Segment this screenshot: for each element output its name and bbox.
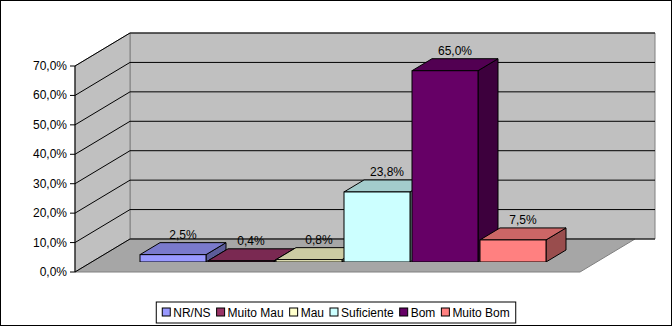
grid-line — [75, 62, 655, 95]
bar-front — [480, 240, 546, 262]
legend-swatch — [217, 308, 225, 316]
side-wall — [75, 33, 130, 272]
chart: 0,0% 10,0% 20,0% 30,0% 40,0% 50,0% 60,0% 70,0% 2… — [0, 0, 672, 326]
tick — [70, 124, 75, 125]
tick-label: 10,0% — [33, 236, 67, 250]
tick — [70, 95, 75, 96]
legend-label: Muito Mau — [228, 306, 284, 320]
bar-top — [412, 59, 498, 71]
bars — [140, 59, 566, 262]
tick — [70, 66, 75, 67]
grid-line — [75, 92, 655, 125]
data-label: 23,8% — [370, 165, 404, 179]
tick — [70, 242, 75, 243]
grid-line — [75, 151, 655, 184]
bar-top — [140, 243, 226, 255]
bar-front — [208, 261, 274, 262]
legend-label: Bom — [411, 306, 436, 320]
tick-label: 50,0% — [33, 118, 67, 132]
tick-label: 70,0% — [33, 59, 67, 73]
legend-swatch — [162, 308, 170, 316]
legend-box — [156, 302, 515, 323]
legend-swatch — [400, 308, 408, 316]
data-label: 7,5% — [509, 213, 537, 227]
legend-swatch — [441, 308, 449, 316]
tick — [70, 154, 75, 155]
frame — [1, 1, 672, 326]
grid-line — [75, 121, 655, 154]
tick — [70, 272, 75, 273]
bar-front — [276, 260, 342, 262]
tick-label: 60,0% — [33, 88, 67, 102]
bar-front — [140, 255, 206, 262]
tick — [70, 183, 75, 184]
legend-label: Muito Bom — [452, 306, 509, 320]
bar-front — [344, 192, 410, 262]
bar — [412, 59, 498, 262]
grid-line — [75, 33, 655, 66]
data-label: 2,5% — [169, 228, 197, 242]
tick-label: 30,0% — [33, 177, 67, 191]
legend-swatch — [330, 308, 338, 316]
y-axis — [75, 66, 76, 272]
tick-label: 0,0% — [40, 265, 68, 279]
tick-label: 40,0% — [33, 147, 67, 161]
tick-label: 20,0% — [33, 206, 67, 220]
legend-label: NR/NS — [173, 306, 210, 320]
data-label: 65,0% — [438, 44, 472, 58]
bar — [480, 228, 566, 262]
data-label: 0,8% — [305, 233, 333, 247]
data-label: 0,4% — [237, 234, 265, 248]
legend-swatch — [290, 308, 298, 316]
bar-top — [480, 228, 566, 240]
tick — [70, 213, 75, 214]
legend-label: Mau — [301, 306, 324, 320]
legend: NR/NS Muito Mau Mau Suficiente Bom Muito Bom — [156, 302, 515, 323]
legend-label: Suficiente — [341, 306, 394, 320]
bar-front — [412, 71, 478, 262]
